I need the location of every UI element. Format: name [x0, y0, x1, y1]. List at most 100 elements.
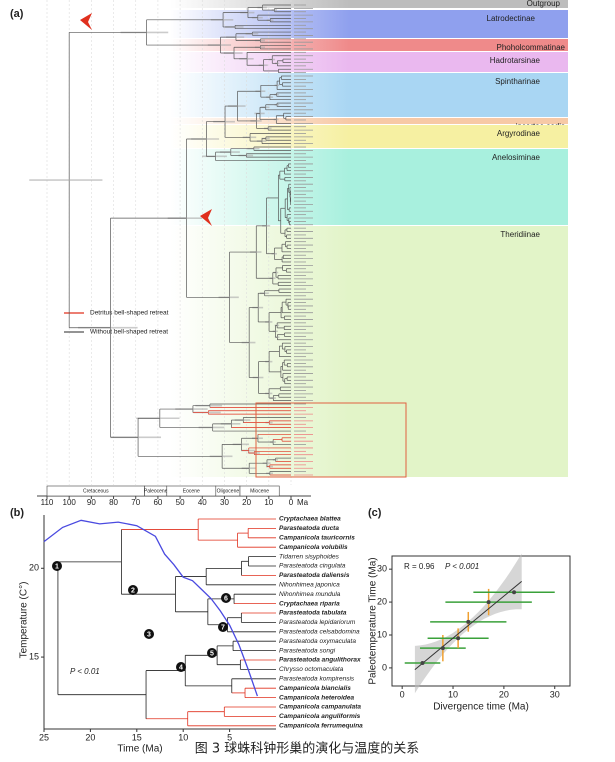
species-label: Nihonhimea mundula: [279, 591, 341, 598]
y-axis-label: Temperature (C°): [19, 582, 30, 659]
x-tick-label: 10: [178, 732, 188, 742]
clade-band: [170, 73, 568, 117]
species-label: Parasteatoda songi: [279, 647, 336, 654]
species-label: Parasteatoda angulithorax: [279, 657, 361, 664]
x-tick-label: 90: [87, 498, 96, 507]
clade-label: Anelosiminae: [492, 153, 541, 162]
node-marker: [128, 585, 138, 595]
epoch-label: Paleocene: [144, 488, 168, 494]
node-label: 2: [131, 587, 135, 594]
species-label: Cryptachaea riparia: [279, 600, 340, 607]
species-label: Cryptachaea blattea: [279, 516, 341, 523]
species-label: Parasteatoda cingulata: [279, 563, 346, 570]
x-tick-label: 110: [41, 498, 54, 507]
clade-label: Phoholcommatinae: [497, 43, 566, 52]
x-axis-label: Divergence time (Ma): [433, 702, 529, 713]
x-tick-label: 10: [448, 689, 458, 699]
y-tick-label: 15: [29, 651, 39, 661]
clade-band: [170, 125, 568, 148]
epoch-label: Oligocene: [217, 488, 240, 494]
node-label: 3: [147, 631, 151, 638]
node-label: 6: [224, 595, 228, 602]
epoch-label: Miocene: [250, 488, 269, 494]
annotation: P < 0.01: [70, 667, 100, 676]
clade-band: [170, 149, 568, 225]
clade-label: Outgroup: [527, 0, 561, 8]
y-tick-label: 20: [29, 563, 39, 573]
node-label: 1: [55, 563, 59, 570]
species-label: Parasteatoda daliensis: [279, 572, 350, 579]
x-tick-label: 80: [109, 498, 118, 507]
point: [456, 636, 461, 641]
epoch: [239, 485, 280, 497]
stat-p: P < 0.001: [445, 562, 479, 571]
clade-band: [170, 118, 568, 124]
x-tick-label: 40: [198, 498, 207, 507]
species-label: Parasteatoda celsabdomina: [279, 629, 360, 636]
node-marker: [207, 648, 217, 658]
species-label: Tidarren sisyphoides: [279, 553, 340, 560]
y-tick-label: 0: [382, 662, 387, 672]
fit-line: [414, 580, 523, 670]
highlight-box: [255, 402, 407, 478]
species-label: Parasteatoda lepidariorum: [279, 619, 356, 626]
caption: 图 3 球蛛科钟形巢的演化与温度的关系: [195, 741, 420, 757]
node-marker: [221, 593, 231, 603]
clade-bands: Outgroup Latrodectinae Phoholcommatinae Had…: [170, 0, 568, 477]
x-axis-label: Time (Ma): [117, 744, 162, 755]
panel-c: 0 10 20 30 0 10 20 30 Divergence time (Ma) Paleot…: [368, 553, 571, 713]
y-tick-label: 30: [377, 564, 387, 574]
node-marker: [176, 662, 186, 672]
node-label: 5: [210, 650, 214, 657]
point: [466, 619, 471, 624]
x-tick-label: 70: [131, 498, 140, 507]
species-label: Nihonhimea japonica: [279, 582, 340, 589]
panel-label: (b): [10, 507, 24, 519]
point: [486, 600, 491, 605]
stat-r: R = 0.96: [404, 562, 435, 571]
x-tick-label: 0: [289, 498, 294, 507]
legend-label: Without bell-shaped retreat: [90, 329, 168, 336]
x-tick-label: 5: [227, 732, 232, 742]
x-tick-label: 100: [63, 498, 77, 507]
clade-label: Spintharinae: [495, 77, 540, 86]
node-marker: [218, 622, 228, 632]
species-label: Campanicola anguliformis: [279, 713, 361, 720]
species-label: Campanicola volubilis: [279, 544, 348, 551]
node-marker: [144, 629, 154, 639]
epoch-label: Cretaceous: [83, 488, 109, 494]
x-tick-label: 10: [264, 498, 273, 507]
epoch-label: Eocene: [183, 488, 200, 494]
clade-label: Theridiinae: [500, 230, 540, 239]
clade-band: [170, 10, 568, 38]
point: [512, 590, 517, 595]
point: [420, 660, 425, 665]
x-tick-label: 25: [39, 732, 49, 742]
species-label: Campanicola biancialis: [279, 685, 351, 692]
species-label: Parasteatoda kompirensis: [279, 676, 355, 683]
x-tick-label: 20: [499, 689, 509, 699]
panel-label: (a): [10, 8, 24, 20]
species-label: Campanicola ferrumequina: [279, 723, 363, 730]
node-marker: [52, 561, 62, 571]
x-tick-label: 30: [220, 498, 229, 507]
arrow: [200, 209, 212, 226]
x-tick-label: 20: [242, 498, 251, 507]
species-label: Campanicola heteroidea: [279, 694, 355, 701]
temperature-line: [43, 519, 259, 697]
species-label: Chrysso octomaculata: [279, 666, 344, 673]
clade-band: [170, 0, 568, 8]
clade-label: Latrodectinae: [487, 14, 536, 23]
point: [440, 646, 445, 651]
species-label: Parasteatoda tabulata: [279, 610, 347, 617]
y-axis-label: Paleotemperature Time (Ma): [368, 557, 379, 684]
arrow: [80, 13, 92, 30]
axis-unit: Ma: [297, 498, 309, 507]
x-tick-label: 20: [85, 732, 95, 742]
x-tick-label: 0: [400, 689, 405, 699]
x-tick-label: 60: [153, 498, 162, 507]
species-label: Campanicola campanulata: [279, 704, 361, 711]
y-tick-label: 10: [377, 629, 387, 639]
